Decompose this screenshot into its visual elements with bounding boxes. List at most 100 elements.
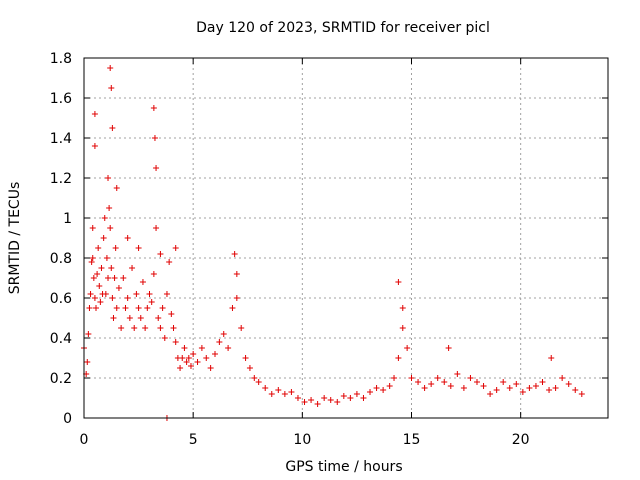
data-point xyxy=(238,325,245,331)
data-point xyxy=(572,387,579,393)
data-point xyxy=(93,305,100,311)
data-point xyxy=(233,295,240,301)
data-point xyxy=(177,365,184,371)
data-points xyxy=(81,65,585,421)
data-point xyxy=(137,315,144,321)
data-point xyxy=(578,391,585,397)
data-point xyxy=(255,379,262,385)
data-point xyxy=(321,395,328,401)
data-point xyxy=(172,339,179,345)
data-point xyxy=(91,111,98,117)
data-point xyxy=(506,385,513,391)
data-point xyxy=(94,271,101,277)
x-tick-label: 0 xyxy=(80,432,89,448)
data-point xyxy=(87,291,94,297)
data-point xyxy=(281,391,288,397)
data-point xyxy=(380,387,387,393)
data-point xyxy=(106,205,113,211)
data-point xyxy=(242,355,249,361)
data-point xyxy=(98,265,105,271)
data-point xyxy=(115,285,122,291)
data-point xyxy=(367,389,374,395)
x-tick-label: 5 xyxy=(189,432,198,448)
data-point xyxy=(159,305,166,311)
data-point xyxy=(487,391,494,397)
data-point xyxy=(168,311,175,317)
plot-frame xyxy=(83,57,609,419)
data-point xyxy=(102,291,109,297)
data-point xyxy=(198,345,205,351)
data-point xyxy=(112,245,119,251)
data-point xyxy=(231,251,238,257)
data-point xyxy=(294,395,301,401)
data-point xyxy=(526,385,533,391)
data-point xyxy=(155,315,162,321)
data-point xyxy=(170,325,177,331)
data-point xyxy=(96,283,103,289)
data-point xyxy=(251,375,258,381)
data-point xyxy=(391,375,398,381)
data-point xyxy=(565,381,572,387)
data-point xyxy=(109,295,116,301)
data-point xyxy=(262,385,269,391)
data-point xyxy=(179,355,186,361)
y-tick-label: 1 xyxy=(63,211,72,227)
data-point xyxy=(113,305,120,311)
data-point xyxy=(86,305,93,311)
y-tick-label: 0.8 xyxy=(50,251,72,267)
data-point xyxy=(288,389,295,395)
data-point xyxy=(467,375,474,381)
data-point xyxy=(434,375,441,381)
data-point xyxy=(301,399,308,405)
data-point xyxy=(552,385,559,391)
data-point xyxy=(334,399,341,405)
data-point xyxy=(539,379,546,385)
y-tick-label: 0 xyxy=(63,411,72,427)
data-point xyxy=(493,387,500,393)
data-point xyxy=(166,259,173,265)
data-point xyxy=(229,305,236,311)
data-point xyxy=(548,355,555,361)
data-point xyxy=(139,279,146,285)
data-point xyxy=(153,165,160,171)
data-point xyxy=(314,401,321,407)
y-tick-label: 1.2 xyxy=(50,171,72,187)
data-point xyxy=(97,299,104,305)
data-point xyxy=(151,135,158,141)
data-point xyxy=(124,295,131,301)
data-point xyxy=(89,255,96,261)
data-point xyxy=(360,395,367,401)
data-point xyxy=(519,389,526,395)
data-point xyxy=(133,291,140,297)
data-point xyxy=(161,335,168,341)
x-tick-label: 10 xyxy=(293,432,311,448)
data-point xyxy=(454,371,461,377)
data-point xyxy=(91,295,98,301)
data-point xyxy=(181,345,188,351)
data-point xyxy=(95,245,102,251)
y-axis-label: SRMTID / TECUs xyxy=(7,182,23,295)
data-point xyxy=(142,325,149,331)
data-point xyxy=(113,185,120,191)
data-point xyxy=(109,125,116,131)
data-point xyxy=(275,387,282,393)
data-point xyxy=(124,235,131,241)
data-point xyxy=(203,355,210,361)
y-tick-label: 1.6 xyxy=(50,91,72,107)
data-point xyxy=(353,391,360,397)
data-point xyxy=(118,325,125,331)
data-point xyxy=(415,379,422,385)
x-axis-label: GPS time / hours xyxy=(285,459,402,475)
data-point xyxy=(441,379,448,385)
data-point xyxy=(135,245,142,251)
data-point xyxy=(233,271,240,277)
data-point xyxy=(122,305,129,311)
data-point xyxy=(131,325,138,331)
data-point xyxy=(421,385,428,391)
axis-ticks: 0 0.2 0.4 0.6 0.8 1 1.2 1.4 1.6 1.8 0 5 10 15 20 xyxy=(50,51,608,448)
data-point xyxy=(135,305,142,311)
data-point xyxy=(474,379,480,385)
data-point xyxy=(513,381,520,387)
